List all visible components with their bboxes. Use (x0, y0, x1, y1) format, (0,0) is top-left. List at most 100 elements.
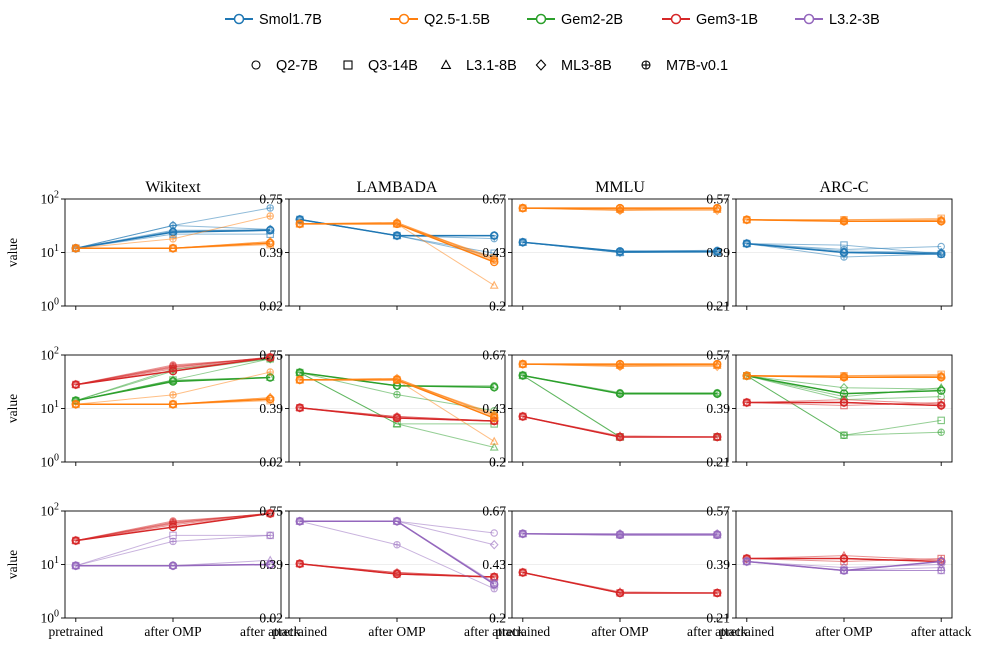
point-gem2-main (518, 371, 528, 380)
legend-entry-gem3: Gem3-1B (662, 12, 758, 28)
point-q25-main (936, 373, 946, 382)
ytick-label: 0.39 (259, 245, 283, 260)
point-q25-main (295, 375, 305, 385)
point-gem3-main (168, 522, 178, 532)
legend-marker-square (343, 60, 353, 70)
series-line-q25-main (299, 223, 495, 263)
panel-r0-lambada: 0.02 0.39 0.75 LAMBADA (259, 179, 506, 314)
series-group-gem2 (518, 370, 722, 441)
point-q25-main (742, 371, 752, 381)
ytick-exponent: 2 (54, 502, 59, 513)
point-l32-main (392, 517, 402, 526)
point-l32-main (265, 560, 275, 569)
ytick-label: 0.02 (259, 299, 283, 314)
panel-r2-lambada: 0.02 0.39 0.75 pretrained after OMP after att… (259, 504, 524, 640)
ytick-label: 0.21 (706, 455, 730, 470)
series-line-l32-main (746, 560, 942, 572)
point-q25-main (168, 400, 178, 409)
point-smol-plus (169, 221, 177, 230)
legend-marker (398, 13, 410, 25)
point-gem2-main (168, 377, 178, 386)
series-line-q25-main (746, 219, 942, 223)
ytick-label: 0.39 (706, 557, 730, 572)
series-group-l32 (71, 531, 275, 571)
ytick-label: 102 (41, 346, 60, 363)
panel-r1-arc-c: 0.21 0.39 0.57 (706, 348, 953, 470)
legend-marker (535, 13, 547, 25)
point-q25-main (489, 257, 499, 267)
legend-label: M7B-v0.1 (666, 58, 728, 74)
ytick-label: 0.2 (489, 611, 506, 626)
point-q25-main (936, 217, 946, 226)
series-line-gem2-main (299, 371, 495, 388)
point-q25-main (392, 219, 402, 229)
legend-label: Q3-14B (368, 58, 418, 74)
point-smol-main (712, 247, 722, 256)
series-group-l32 (295, 516, 499, 593)
legend-marker-triangle (440, 59, 452, 69)
panel-r1-lambada: 0.02 0.39 0.75 (259, 348, 506, 470)
legend-entry-m7b: M7B-v0.1 (641, 58, 728, 74)
ytick-label: 0.39 (706, 401, 730, 416)
ytick-label: 0.21 (706, 299, 730, 314)
series-line-gem2-main (75, 376, 271, 402)
point-q25-main (712, 359, 722, 369)
xtick-label: after attack (911, 624, 972, 639)
series-line-gem2-square (522, 375, 718, 438)
point-gem2-triangle (392, 419, 402, 428)
ytick-label: 100 (41, 297, 60, 314)
series-group-smol (742, 238, 946, 261)
series-line-l32-main (299, 520, 495, 585)
ytick-label: 101 (41, 399, 60, 416)
point-l32-plus (169, 537, 177, 546)
ytick-label: 0.2 (489, 299, 506, 314)
point-q25-main (712, 203, 722, 213)
series-group-gem3 (71, 352, 275, 390)
xtick-label: after attack (464, 624, 525, 639)
point-l32-main (518, 529, 528, 539)
point-l32-main (742, 557, 752, 566)
legend-marker-circle (251, 60, 261, 70)
xtick-label: pretrained (719, 624, 774, 639)
series-group-q25 (518, 203, 722, 216)
series-line-gem2-triangle (299, 372, 495, 448)
ytick-label: 0.43 (482, 557, 506, 572)
point-q25-triangle (489, 436, 499, 445)
point-gem2-main (489, 382, 499, 392)
series-line-gem2-main (522, 374, 718, 395)
legend-label: Q2.5-1.5B (424, 12, 490, 28)
point-l32-main (295, 517, 305, 526)
point-gem3-main (168, 366, 178, 376)
point-gem2-main (712, 389, 722, 398)
point-gem3-main (71, 380, 81, 389)
ytick-label: 0.39 (259, 557, 283, 572)
point-gem3-main (392, 413, 402, 423)
ytick-label: 0.02 (259, 611, 283, 626)
ytick-label: 0.57 (706, 192, 730, 207)
legend-entry-q314: Q3-14B (343, 58, 418, 74)
series-line-smol-main (746, 242, 942, 255)
point-gem3-main (839, 398, 849, 407)
point-gem3-main (518, 568, 528, 577)
point-q25-main (742, 215, 752, 225)
ytick-exponent: 0 (54, 609, 59, 620)
point-l32-plus (490, 584, 498, 593)
legend-marker-diamond (535, 59, 547, 71)
series-group-gem3 (71, 508, 275, 546)
ytick-exponent: 1 (54, 555, 59, 566)
point-q25-main (168, 244, 178, 253)
series-group-q25 (295, 373, 499, 445)
point-q25-main (265, 394, 275, 404)
ytick-label: 0.75 (259, 192, 283, 207)
ytick-label: 102 (41, 190, 60, 207)
legend-marker (233, 13, 245, 25)
point-gem3-main (712, 432, 722, 442)
ytick-label: 0.2 (489, 455, 506, 470)
point-l32-plus (393, 540, 401, 549)
point-q25-triangle (265, 236, 275, 245)
legend-entry-l318: L3.1-8B (440, 58, 517, 74)
point-gem2-triangle (168, 375, 178, 384)
point-q25-triangle (489, 280, 499, 289)
